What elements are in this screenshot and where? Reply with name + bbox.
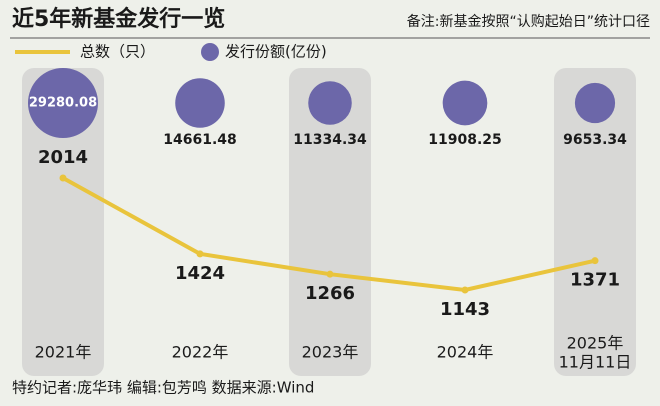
column-panel — [289, 68, 371, 376]
x-tick-label: 2023年 — [302, 343, 359, 362]
x-tick-label: 2021年 — [35, 343, 92, 362]
bubble — [175, 78, 225, 128]
bubble — [28, 68, 98, 138]
point — [591, 257, 599, 265]
point — [326, 270, 334, 278]
point — [196, 250, 204, 258]
x-tick-label: 2024年 — [437, 343, 494, 362]
point — [461, 286, 469, 294]
data-label: 1424 — [175, 263, 225, 284]
data-label: 1143 — [440, 299, 490, 320]
data-label: 1266 — [305, 283, 355, 304]
data-label: 29280.08 — [29, 96, 97, 111]
chart-title: 近5年新基金发行一览 — [12, 6, 225, 32]
legend-label: 总数（只） — [80, 43, 155, 61]
legend-swatch — [201, 43, 219, 61]
bubble — [442, 80, 488, 126]
data-label: 9653.34 — [563, 132, 627, 148]
point — [59, 174, 67, 182]
x-tick-label: 2022年 — [172, 343, 229, 362]
data-label: 14661.48 — [163, 132, 237, 148]
data-label: 1371 — [570, 270, 620, 291]
note: 备注:新基金按照“认购起始日”统计口径 — [407, 13, 650, 30]
column-panel — [22, 68, 104, 376]
bubble — [574, 82, 616, 124]
data-label: 2014 — [38, 147, 88, 168]
column-panel — [554, 68, 636, 376]
data-label: 11334.34 — [293, 132, 367, 148]
footer: 特约记者:庞华玮 编辑:包芳鸣 数据来源:Wind — [12, 379, 314, 397]
legend-label: 发行份额(亿份) — [225, 43, 327, 61]
bubble — [308, 81, 352, 125]
x-tick-label: 2025年 11月11日 — [559, 333, 632, 371]
data-label: 11908.25 — [428, 132, 502, 148]
